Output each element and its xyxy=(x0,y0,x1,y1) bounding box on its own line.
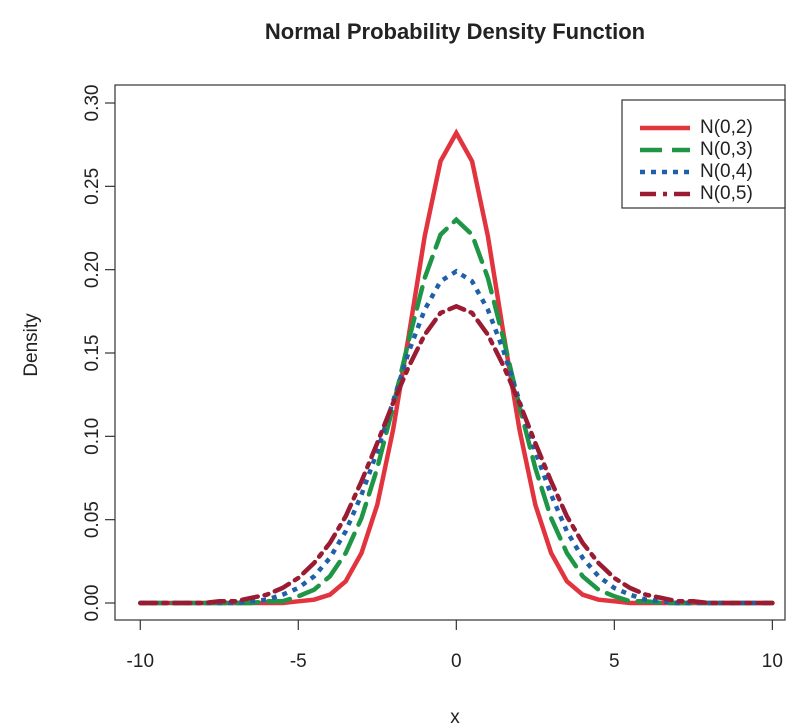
y-tick-label: 0.25 xyxy=(82,168,103,205)
x-tick-label: -10 xyxy=(127,651,154,672)
legend-label: N(0,5) xyxy=(700,183,753,204)
y-tick-label: 0.00 xyxy=(82,585,103,622)
chart-title: Normal Probability Density Function xyxy=(265,19,645,44)
y-tick-label: 0.05 xyxy=(82,501,103,538)
y-tick-label: 0.10 xyxy=(82,418,103,455)
y-axis-label: Density xyxy=(21,313,42,377)
y-tick-label: 0.20 xyxy=(82,251,103,288)
y-tick-label: 0.30 xyxy=(82,85,103,122)
density-line xyxy=(138,216,775,606)
x-tick-label: 0 xyxy=(451,651,462,672)
density-line xyxy=(138,303,775,606)
x-tick-label: -5 xyxy=(290,651,307,672)
x-axis-label: x xyxy=(450,707,460,728)
density-line xyxy=(140,268,773,606)
legend-label: N(0,4) xyxy=(700,161,753,182)
y-tick-label: 0.15 xyxy=(82,335,103,372)
legend-label: N(0,2) xyxy=(700,117,753,138)
x-tick-label: 10 xyxy=(762,651,783,672)
legend-label: N(0,3) xyxy=(700,139,753,160)
legend-box xyxy=(621,99,786,209)
x-tick-label: 5 xyxy=(609,651,620,672)
